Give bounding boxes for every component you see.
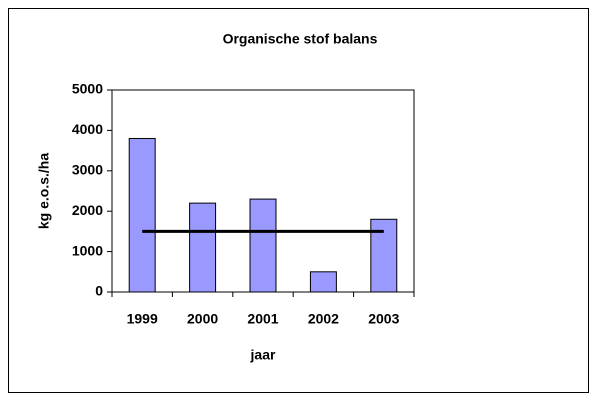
x-tick-label: 2003: [368, 311, 399, 327]
x-tick-label: 2000: [187, 311, 218, 327]
y-axis-label: kg e.o.s./ha: [36, 153, 52, 229]
y-tick-label: 4000: [72, 121, 103, 137]
bar: [189, 202, 217, 293]
bar: [249, 198, 277, 293]
y-tick-label: 3000: [72, 162, 103, 178]
y-tick-label: 5000: [72, 81, 103, 97]
x-tick-label: 1999: [127, 311, 158, 327]
y-tick-label: 2000: [72, 202, 103, 218]
y-tick-label: 0: [95, 283, 103, 299]
bar: [309, 271, 337, 293]
x-tick-label: 2001: [247, 311, 278, 327]
bar: [128, 137, 156, 293]
x-axis-label: jaar: [250, 347, 276, 363]
chart-title: Organische stof balans: [223, 31, 378, 47]
x-tick-label: 2002: [308, 311, 339, 327]
y-tick-label: 1000: [72, 242, 103, 258]
